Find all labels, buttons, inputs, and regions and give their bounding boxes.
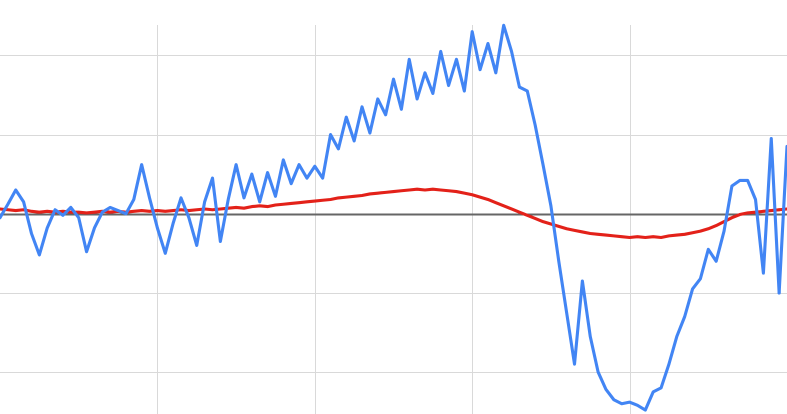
series-path-series-red bbox=[0, 187, 781, 240]
vertical-gridlines bbox=[157, 25, 631, 414]
horizontal-gridlines bbox=[0, 55, 787, 373]
series-path-series-blue bbox=[0, 23, 781, 412]
series-group bbox=[0, 23, 787, 412]
